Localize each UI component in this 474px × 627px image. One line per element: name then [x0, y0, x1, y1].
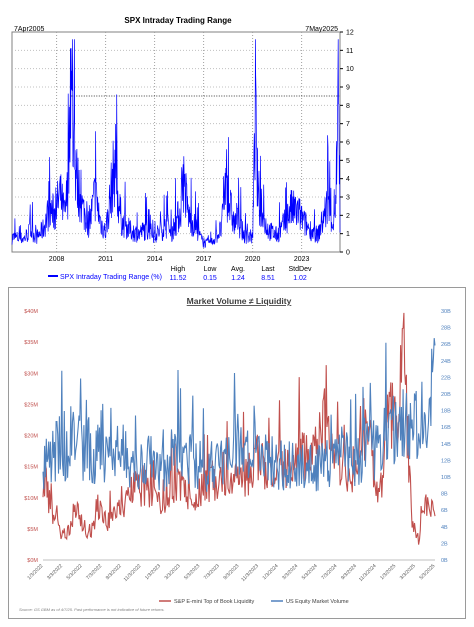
left-y-tick-label: $15M	[24, 465, 38, 471]
right-y-tick-label: 2B	[441, 541, 448, 547]
right-y-tick-label: 12B	[441, 458, 451, 464]
series-line-equity-volume	[42, 338, 436, 492]
market-volume-chart: Market Volume ≠ Liquidity $0M $5M $10M $15M…	[19, 296, 451, 612]
x-tick-label: 5/3/2024	[301, 563, 319, 581]
x-tick-label: 1/3/2025	[379, 563, 397, 581]
stat-value: 11.52	[170, 275, 187, 282]
stat-header: High	[171, 266, 186, 273]
x-tick-label: 5/3/2023	[183, 563, 201, 581]
left-y-tick-label: $5M	[27, 527, 38, 533]
right-y-tick-label: 26B	[441, 342, 451, 348]
y-tick-label: 4	[346, 176, 350, 183]
x-tick-label: 9/3/2023	[222, 563, 240, 581]
left-y-tick-label: $20M	[24, 434, 38, 440]
x-tick-label: 11/3/2022	[123, 563, 143, 583]
left-y-tick-label: $0M	[27, 558, 38, 564]
right-y-tick-label: 4B	[441, 525, 448, 531]
right-y-tick-label: 0B	[441, 558, 448, 564]
y-tick-label: 1	[346, 231, 350, 238]
right-y-tick-label: 18B	[441, 409, 451, 415]
right-y-tick-label: 8B	[441, 492, 448, 498]
right-y-tick-label: 24B	[441, 359, 451, 365]
x-tick-label: 2008	[49, 256, 65, 263]
x-tick-label: 7/3/2024	[320, 563, 338, 581]
x-tick-label: 2011	[98, 256, 113, 263]
series-line-spx-range	[11, 39, 341, 248]
x-tick-label: 5/3/2022	[66, 563, 84, 581]
stat-header: Last	[261, 266, 274, 273]
right-y-tick-label: 10B	[441, 475, 451, 481]
x-tick-label: 3/3/2024	[281, 563, 299, 581]
right-y-tick-label: 14B	[441, 442, 451, 448]
x-tick-label: 3/3/2023	[164, 563, 182, 581]
y-tick-label: 12	[346, 30, 354, 37]
y-tick-label: 2	[346, 213, 350, 220]
y-tick-label: 9	[346, 85, 350, 92]
y-tick-label: 7	[346, 121, 350, 128]
stat-value: 1.02	[293, 275, 307, 282]
stat-value: 1.24	[231, 275, 245, 282]
right-y-tick-label: 20B	[441, 392, 451, 398]
x-tick-label: 11/3/2024	[358, 563, 378, 583]
left-y-tick-label: $40M	[24, 309, 38, 315]
x-tick-label: 9/3/2024	[340, 563, 358, 581]
right-y-tick-label: 30B	[441, 309, 451, 315]
x-tick-label: 2023	[294, 256, 310, 263]
source-note: Source: GS GBM as of 4/7/25. Past perfor…	[19, 607, 165, 612]
legend-label: SPX Intraday Trading Range (%)	[60, 274, 162, 281]
left-y-tick-label: $35M	[24, 340, 38, 346]
stat-value: 0.15	[203, 275, 217, 282]
x-tick-label: 2014	[147, 256, 163, 263]
y-tick-label: 8	[346, 103, 350, 110]
stat-header: Low	[204, 266, 218, 273]
right-y-tick-label: 6B	[441, 508, 448, 514]
y-tick-label: 5	[346, 158, 350, 165]
x-tick-label: 7/3/2023	[203, 563, 221, 581]
y-tick-label: 10	[346, 66, 354, 73]
start-date-label: 7Apr2005	[14, 26, 44, 33]
x-tick-label: 5/3/2025	[418, 563, 436, 581]
chart-title: Market Volume ≠ Liquidity	[187, 296, 292, 306]
x-tick-label: 9/3/2022	[105, 563, 123, 581]
right-y-tick-label: 16B	[441, 425, 451, 431]
left-y-tick-label: $25M	[24, 402, 38, 408]
x-tick-label: 1/3/2022	[26, 563, 44, 581]
legend-label: US Equity Market Volume	[286, 599, 349, 605]
left-y-tick-label: $30M	[24, 371, 38, 377]
spx-range-chart: SPX Intraday Trading Range 7Apr2005 7May…	[11, 16, 354, 282]
x-tick-label: 1/3/2023	[144, 563, 162, 581]
x-tick-label: 7/3/2022	[85, 563, 103, 581]
x-tick-label: 3/3/2022	[46, 563, 64, 581]
y-tick-label: 11	[346, 48, 353, 55]
y-tick-label: 3	[346, 195, 350, 202]
legend-label: S&P E-mini Top of Book Liquidity	[174, 599, 254, 605]
y-tick-label: 6	[346, 140, 350, 147]
stat-value: 8.51	[261, 275, 275, 282]
x-tick-label: 2020	[245, 256, 261, 263]
spx-range-chart-panel: SPX Intraday Trading Range 7Apr2005 7May…	[0, 0, 474, 282]
x-tick-label: 2017	[196, 256, 212, 263]
x-tick-label: 11/3/2023	[240, 563, 260, 583]
left-y-tick-label: $10M	[24, 496, 38, 502]
end-date-label: 7May2025	[305, 26, 338, 33]
right-y-tick-label: 22B	[441, 375, 451, 381]
x-tick-label: 3/3/2025	[399, 563, 417, 581]
x-tick-label: 1/3/2024	[262, 563, 280, 581]
stat-header: Avg.	[231, 266, 245, 273]
market-volume-chart-panel: Market Volume ≠ Liquidity $0M $5M $10M $15M…	[8, 287, 466, 619]
y-tick-label: 0	[346, 250, 350, 257]
stat-header: StdDev	[289, 266, 312, 273]
chart-title: SPX Intraday Trading Range	[124, 16, 232, 25]
right-y-tick-label: 28B	[441, 326, 451, 332]
